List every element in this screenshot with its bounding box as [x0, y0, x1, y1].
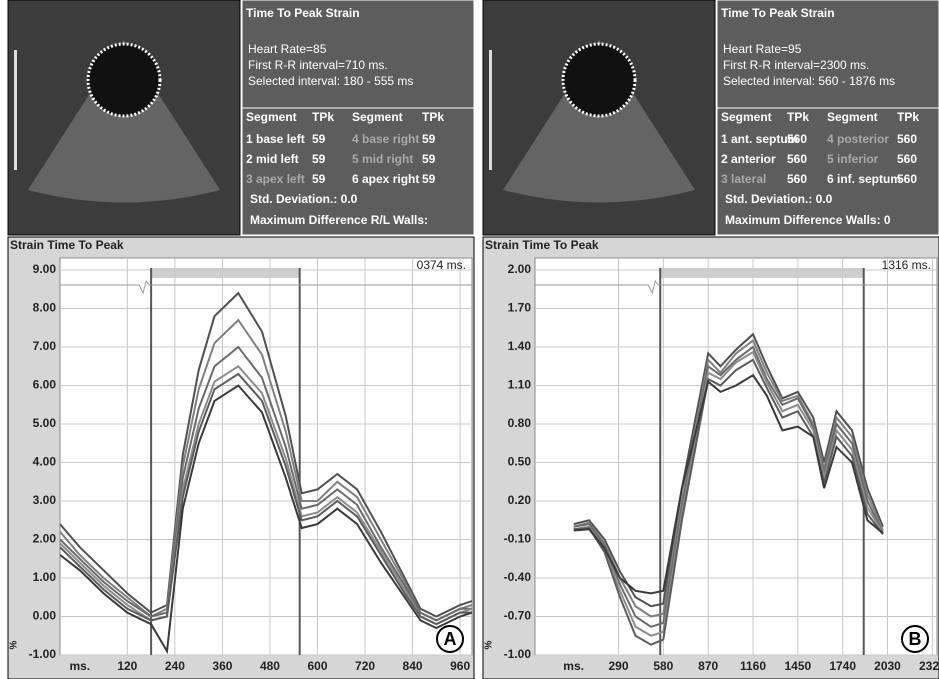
table-cell: 59: [312, 172, 326, 186]
table-cell: 2 mid left: [246, 152, 299, 166]
info-line: Selected interval: 560 - 1876 ms: [723, 74, 895, 88]
table-header: Segment: [352, 110, 403, 124]
x-tick-label: 360: [212, 659, 232, 673]
info-line: First R-R interval=710 ms.: [248, 58, 388, 72]
y-tick-label: 7.00: [33, 339, 57, 353]
info-line: Heart Rate=95: [723, 42, 802, 56]
x-tick-label: 840: [403, 659, 423, 673]
y-tick-label: -0.40: [504, 570, 532, 584]
x-tick-label: 290: [608, 659, 628, 673]
y-tick-label: 0.20: [508, 493, 532, 507]
y-tick-label: 0.00: [33, 609, 57, 623]
y-tick-label: 0.80: [508, 416, 532, 430]
table-header: Segment: [246, 110, 297, 124]
footer-line: Std. Deviation.: 0.0: [250, 192, 358, 206]
x-tick-label: 2030: [874, 659, 901, 673]
y-tick-label: 4.00: [33, 455, 57, 469]
x-axis-label: ms.: [69, 659, 90, 673]
table-cell: 59: [312, 152, 326, 166]
table-cell: 59: [422, 152, 436, 166]
chart-title: Strain Time To Peak: [485, 238, 599, 252]
y-axis-label: %: [9, 640, 20, 649]
panel-label: B: [909, 629, 922, 649]
table-cell: 59: [422, 132, 436, 146]
table-cell: 4 posterior: [827, 132, 889, 146]
info-line: Selected interval: 180 - 555 ms: [248, 74, 413, 88]
y-tick-label: -1.00: [29, 647, 57, 661]
y-tick-label: 3.00: [33, 493, 57, 507]
x-tick-label: 1450: [784, 659, 811, 673]
x-tick-label: 600: [307, 659, 327, 673]
y-tick-label: 1.00: [33, 570, 57, 584]
y-tick-label: 1.10: [508, 378, 532, 392]
table-cell: 560: [897, 152, 917, 166]
table-cell: 560: [897, 132, 917, 146]
table-header: TPk: [897, 110, 919, 124]
table-cell: 6 apex right: [352, 172, 419, 186]
x-tick-label: 240: [165, 659, 185, 673]
table-cell: 560: [787, 152, 807, 166]
table-cell: 560: [787, 172, 807, 186]
x-tick-label: 2320: [919, 659, 939, 673]
plot-area: [535, 258, 937, 655]
table-cell: 4 base right: [352, 132, 419, 146]
table-cell: 59: [312, 132, 326, 146]
footer-line: Maximum Difference R/L Walls:: [250, 213, 428, 227]
x-tick-label: 120: [117, 659, 137, 673]
x-tick-label: 580: [653, 659, 673, 673]
table-cell: 1 base left: [246, 132, 305, 146]
table-cell: 3 apex left: [246, 172, 305, 186]
table-cell: 59: [422, 172, 436, 186]
table-cell: 560: [787, 132, 807, 146]
y-tick-label: 2.00: [508, 262, 532, 276]
figure: Time To Peak Strain Heart Rate=85 First R-…: [0, 0, 939, 679]
echo-scale: [14, 50, 17, 170]
x-tick-label: 480: [260, 659, 280, 673]
info-title: Time To Peak Strain: [721, 6, 835, 20]
table-header: TPk: [422, 110, 444, 124]
info-title: Time To Peak Strain: [246, 6, 360, 20]
info-line: First R-R interval=2300 ms.: [723, 58, 869, 72]
table-cell: 560: [897, 172, 917, 186]
table-header: TPk: [787, 110, 809, 124]
info-line: Heart Rate=85: [248, 42, 327, 56]
table-header: Segment: [827, 110, 878, 124]
y-axis-label: %: [484, 640, 495, 649]
y-tick-label: -0.70: [504, 609, 532, 623]
table-cell: 5 inferior: [827, 152, 879, 166]
x-axis-label: ms.: [563, 659, 584, 673]
y-tick-label: 9.00: [33, 262, 57, 276]
time-readout: 1316 ms.: [882, 258, 931, 272]
x-tick-label: 1160: [740, 659, 766, 673]
y-tick-label: 2.00: [33, 532, 57, 546]
table-header: TPk: [312, 110, 334, 124]
y-tick-label: 5.00: [33, 416, 57, 430]
y-tick-label: -1.00: [504, 647, 532, 661]
footer-line: Maximum Difference Walls: 0: [725, 213, 891, 227]
x-tick-label: 720: [355, 659, 375, 673]
table-cell: 2 anterior: [721, 152, 776, 166]
echo-scale: [489, 50, 492, 170]
panel-label: A: [444, 629, 457, 649]
x-tick-label: 960: [450, 659, 470, 673]
echo-ring: [563, 44, 635, 116]
table-cell: 6 inf. septum: [827, 172, 901, 186]
y-tick-label: 1.70: [508, 301, 532, 315]
table-header: Segment: [721, 110, 772, 124]
time-readout: 0374 ms.: [417, 258, 466, 272]
y-tick-label: 6.00: [33, 378, 57, 392]
chart-title: Strain Time To Peak: [10, 238, 124, 252]
table-cell: 5 mid right: [352, 152, 413, 166]
footer-line: Std. Deviation.: 0.0: [725, 192, 833, 206]
y-tick-label: 1.40: [508, 339, 532, 353]
y-tick-label: -0.10: [504, 532, 532, 546]
y-tick-label: 8.00: [33, 301, 57, 315]
x-tick-label: 1740: [829, 659, 856, 673]
echo-ring: [88, 44, 160, 116]
x-tick-label: 870: [698, 659, 718, 673]
table-cell: 3 lateral: [721, 172, 766, 186]
y-tick-label: 0.50: [508, 455, 532, 469]
